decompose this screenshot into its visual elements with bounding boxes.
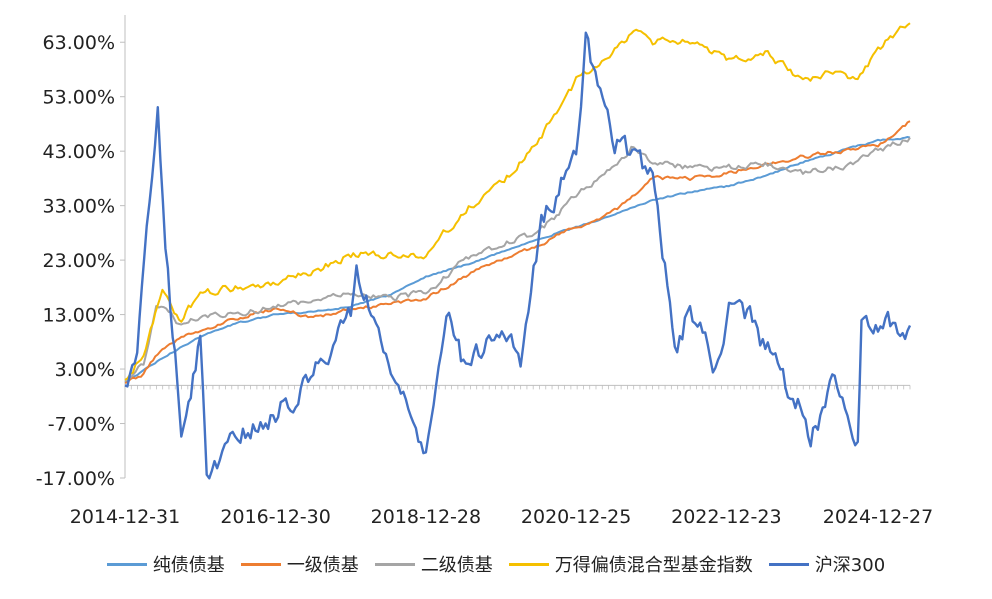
y-tick-label: 53.00% <box>43 87 115 109</box>
series-line-3 <box>124 22 911 381</box>
x-tick-label: 2022-12-23 <box>671 506 781 528</box>
series-lines <box>124 22 912 480</box>
legend-item: 沪深300 <box>768 551 886 577</box>
legend-swatch <box>240 562 281 566</box>
legend-swatch <box>374 562 415 566</box>
series-line-4 <box>124 31 912 480</box>
series-line-1 <box>124 120 911 384</box>
y-tick-label: 13.00% <box>43 305 115 327</box>
legend-swatch <box>768 562 809 566</box>
y-tick-label: 23.00% <box>43 250 115 272</box>
x-tick-label: 2018-12-28 <box>371 506 481 528</box>
x-tick-label: 2020-12-25 <box>521 506 631 528</box>
legend-swatch <box>106 562 147 566</box>
y-tick-label: 63.00% <box>43 32 115 54</box>
legend-item: 纯债债基 <box>106 551 225 577</box>
x-tick-label: 2016-12-30 <box>220 506 330 528</box>
x-tick-label: 2014-12-31 <box>70 506 180 528</box>
legend-item: 二级债基 <box>374 551 493 577</box>
legend-swatch <box>508 562 549 566</box>
x-tick-label: 2024-12-27 <box>823 506 933 528</box>
y-tick-label: -7.00% <box>48 414 115 436</box>
y-tick-label: 43.00% <box>43 141 115 163</box>
line-chart: 63.00% 53.00% 43.00% 33.00% 23.00% 13.00% 3.00… <box>36 15 933 528</box>
y-axis: 63.00% 53.00% 43.00% 33.00% 23.00% 13.00% 3.00… <box>36 15 126 490</box>
legend-label: 沪深300 <box>814 555 886 576</box>
legend-label: 一级债基 <box>286 555 359 576</box>
legend-label: 纯债债基 <box>152 555 225 576</box>
y-tick-label: 33.00% <box>43 196 115 218</box>
legend: 纯债债基 一级债基 二级债基 万得偏债混合型基金指数 沪深300 <box>0 548 992 580</box>
series-line-2 <box>124 137 911 381</box>
series-line-0 <box>124 136 911 384</box>
y-tick-label: -17.00% <box>36 468 115 490</box>
legend-item: 万得偏债混合型基金指数 <box>508 551 753 577</box>
legend-label: 二级债基 <box>420 555 493 576</box>
legend-label: 万得偏债混合型基金指数 <box>554 555 753 576</box>
y-tick-label: 3.00% <box>55 359 115 381</box>
legend-item: 一级债基 <box>240 551 359 577</box>
x-axis: 2014-12-31 2016-12-30 2018-12-28 2020-12-25… <box>70 384 933 528</box>
